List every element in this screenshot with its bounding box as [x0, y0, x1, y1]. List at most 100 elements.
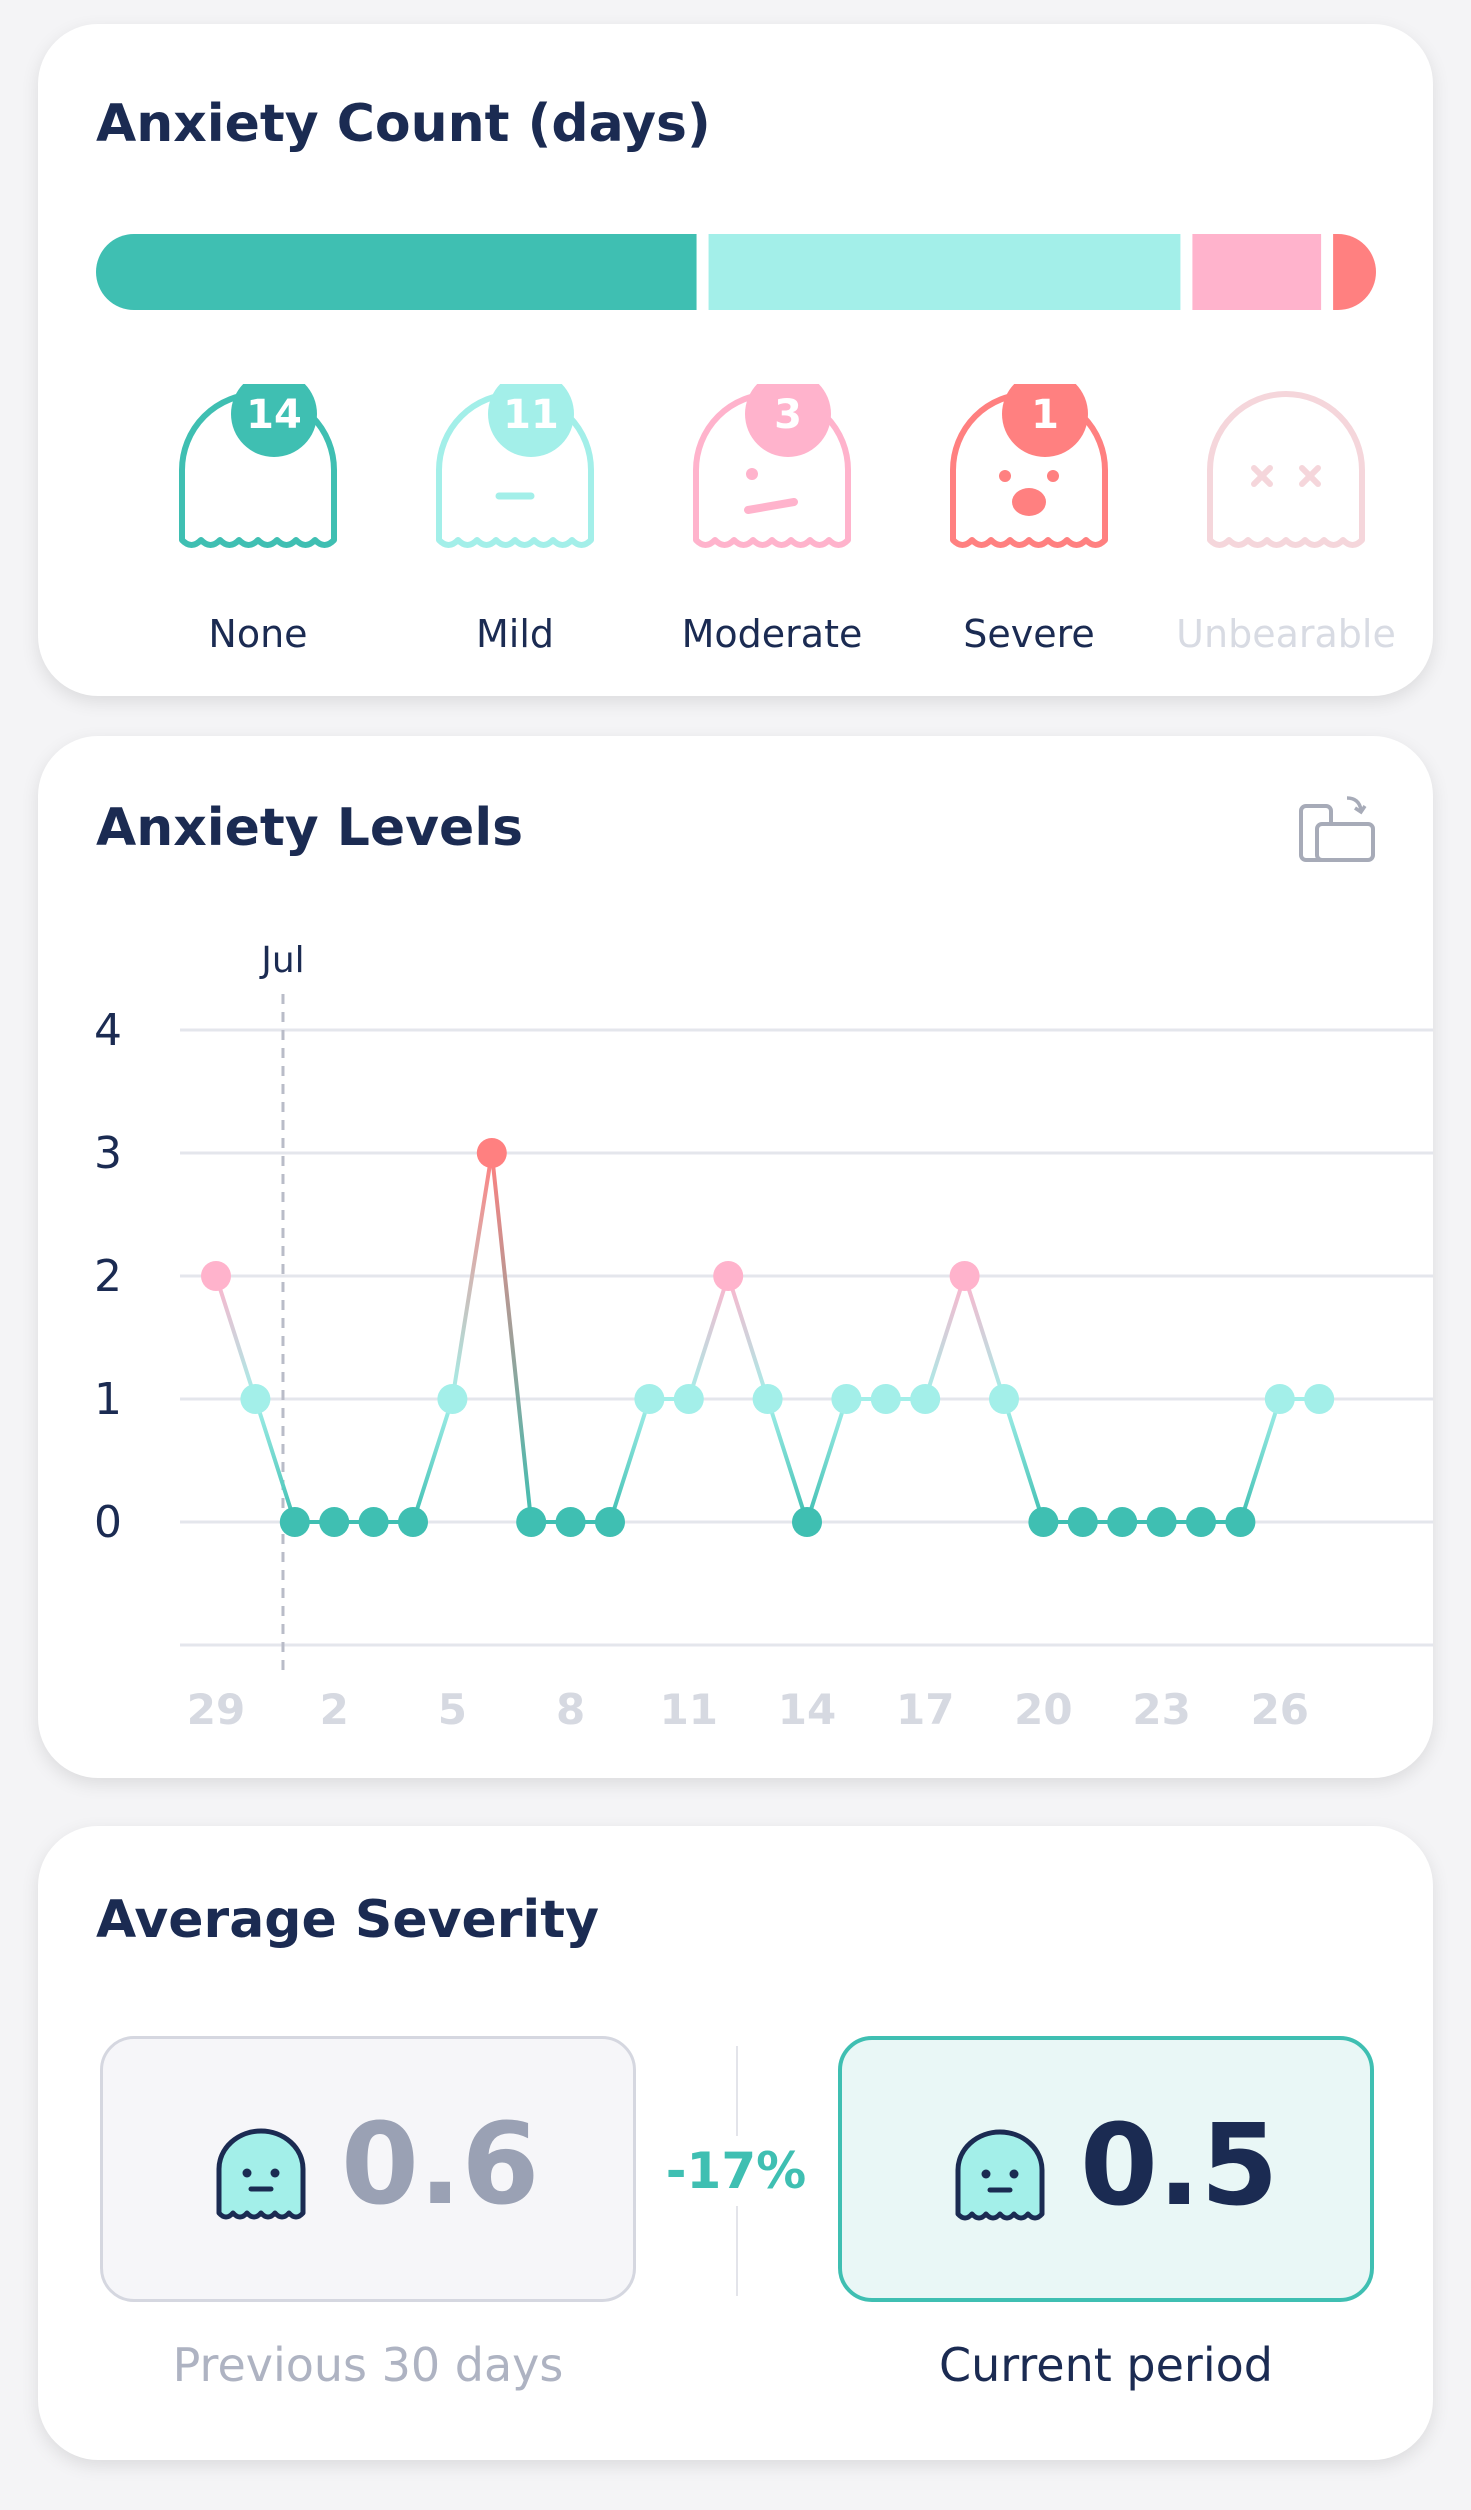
data-point[interactable]	[1067, 1507, 1098, 1537]
legend-item-moderate: 3 Moderate	[652, 384, 892, 674]
data-point[interactable]	[1028, 1507, 1059, 1537]
data-point[interactable]	[673, 1384, 704, 1414]
count-badge-value: 3	[774, 392, 802, 438]
y-tick-label: 2	[94, 1251, 122, 1302]
current-period-caption: Current period	[939, 2338, 1273, 2392]
series-line-segment	[805, 1397, 849, 1524]
legend-label: Severe	[963, 612, 1095, 656]
data-point[interactable]	[595, 1507, 625, 1537]
legend-label: None	[208, 612, 308, 656]
rotate-device-icon[interactable]	[1297, 794, 1379, 868]
y-tick-label: 1	[94, 1374, 122, 1425]
data-point[interactable]	[1186, 1507, 1216, 1537]
series-line-segment	[726, 1274, 770, 1401]
count-bar-segment-moderate	[1192, 234, 1322, 310]
average-severity-card: Average Severity 0.6 -17% 0.5 Previous 3…	[38, 1826, 1433, 2460]
data-point[interactable]	[279, 1507, 310, 1537]
data-point[interactable]	[1264, 1384, 1295, 1414]
mild-ghost-icon	[216, 2128, 306, 2220]
count-bar-segment-severe	[1333, 234, 1376, 310]
data-point[interactable]	[1304, 1384, 1335, 1414]
data-point[interactable]	[752, 1384, 783, 1414]
count-badge	[488, 384, 574, 457]
data-point[interactable]	[319, 1507, 350, 1537]
current-average-value: 0.5	[1080, 2101, 1279, 2231]
legend-label: Moderate	[681, 612, 863, 656]
legend-item-severe: 1 Severe	[909, 384, 1149, 674]
series-line-segment	[765, 1397, 809, 1524]
previous-period-box: 0.6	[100, 2036, 636, 2302]
data-point[interactable]	[437, 1384, 468, 1414]
average-severity-title: Average Severity	[96, 1890, 599, 1950]
data-point[interactable]	[358, 1507, 389, 1537]
count-badge	[231, 384, 317, 457]
x-tick-label: 14	[778, 1685, 836, 1734]
data-point[interactable]	[792, 1507, 822, 1537]
x-tick-label: 2	[320, 1685, 349, 1734]
series-line-segment	[489, 1151, 534, 1524]
series-line-segment	[214, 1274, 258, 1401]
legend-item-mild: 11 Mild	[395, 384, 635, 674]
anxiety-count-card: Anxiety Count (days) 14 None 11 Mild 3 Modera…	[38, 24, 1433, 696]
x-tick-label: 20	[1014, 1685, 1072, 1734]
anxiety-levels-title: Anxiety Levels	[96, 798, 524, 858]
legend-item-unbearable: Unbearable	[1166, 384, 1406, 674]
count-badge-value: 1	[1031, 392, 1059, 438]
x-tick-label: 26	[1251, 1685, 1309, 1734]
count-badge	[1002, 384, 1088, 457]
data-point[interactable]	[910, 1384, 941, 1414]
data-point[interactable]	[201, 1261, 231, 1291]
y-tick-label: 3	[94, 1128, 122, 1179]
data-point[interactable]	[555, 1507, 586, 1537]
anxiety-count-title: Anxiety Count (days)	[96, 94, 711, 154]
data-point[interactable]	[831, 1384, 862, 1414]
series-line-segment	[923, 1274, 967, 1401]
anxiety-levels-card: Anxiety Levels 4 3 2 1 0 Jul 29 2 5 8 11 14 17 20 23 26	[38, 736, 1433, 1778]
y-tick-label: 0	[94, 1497, 122, 1548]
x-tick-label: 8	[556, 1685, 585, 1734]
x-tick-label: 23	[1132, 1685, 1190, 1734]
severe-ghost-icon: 1	[950, 384, 1108, 548]
x-tick-label: 17	[896, 1685, 954, 1734]
count-bar-segment-mild	[708, 234, 1181, 310]
series-line-segment	[1238, 1397, 1282, 1524]
y-tick-label: 4	[94, 1005, 122, 1056]
data-point[interactable]	[398, 1507, 428, 1537]
data-point[interactable]	[713, 1261, 744, 1291]
unbearable-ghost-icon	[1207, 391, 1365, 548]
mild-ghost-icon: 11	[436, 384, 594, 548]
data-point[interactable]	[989, 1384, 1019, 1414]
data-point[interactable]	[516, 1507, 547, 1537]
x-tick-label: 11	[660, 1685, 718, 1734]
series-line-segment	[450, 1151, 494, 1401]
data-point[interactable]	[476, 1138, 507, 1168]
data-point[interactable]	[634, 1384, 665, 1414]
mild-ghost-icon	[955, 2129, 1045, 2221]
legend-label: Unbearable	[1176, 612, 1396, 656]
series-line-segment	[608, 1397, 652, 1524]
data-point[interactable]	[1225, 1507, 1256, 1537]
month-marker-label: Jul	[259, 940, 304, 981]
current-period-box: 0.5	[838, 2036, 1374, 2302]
data-point[interactable]	[1146, 1507, 1177, 1537]
count-bar-segment-none	[96, 234, 697, 310]
legend-item-none: 14 None	[138, 384, 378, 674]
series-line-segment	[1002, 1397, 1046, 1524]
series-line-segment	[686, 1274, 731, 1401]
x-tick-label: 5	[438, 1685, 467, 1734]
series-line-segment	[962, 1274, 1006, 1401]
legend-label: Mild	[475, 612, 555, 656]
data-point[interactable]	[870, 1384, 901, 1414]
previous-average-value: 0.6	[341, 2100, 540, 2230]
count-badge-value: 11	[503, 392, 559, 438]
change-percentage: -17%	[636, 2136, 836, 2206]
x-tick-label: 29	[187, 1685, 245, 1734]
anxiety-levels-chart: 4 3 2 1 0 Jul 29 2 5 8 11 14 17 20 23 26	[94, 940, 1433, 1734]
previous-period-caption: Previous 30 days	[172, 2338, 564, 2392]
data-point[interactable]	[1107, 1507, 1138, 1537]
data-point[interactable]	[240, 1384, 271, 1414]
series-line-segment	[411, 1397, 455, 1524]
series-line-segment	[253, 1397, 297, 1524]
data-point[interactable]	[949, 1261, 980, 1291]
none-ghost-icon: 14	[179, 384, 337, 548]
